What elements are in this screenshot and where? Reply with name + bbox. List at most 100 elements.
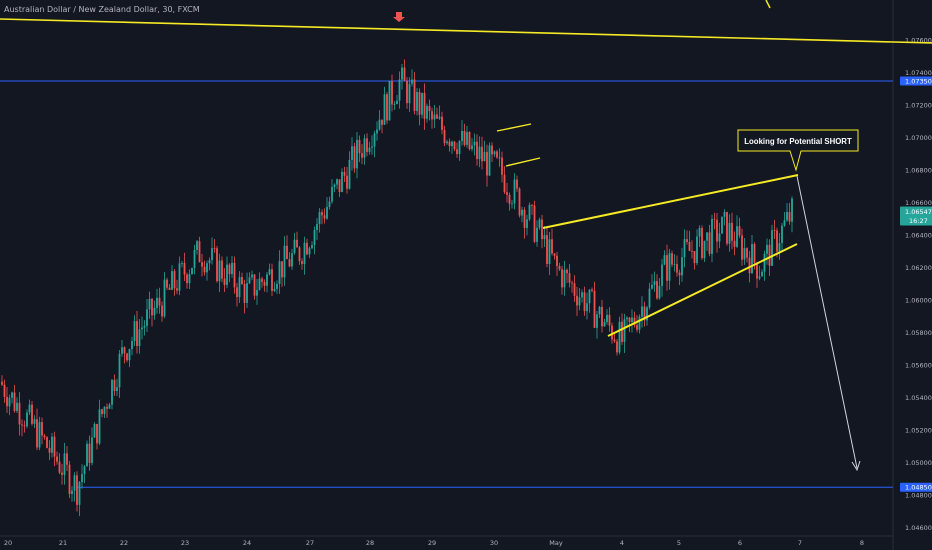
candle-body	[753, 244, 756, 263]
candle-body	[568, 273, 571, 283]
candle-body	[551, 239, 553, 254]
candle-body	[151, 298, 153, 316]
time-tick-label: 29	[428, 539, 436, 547]
candle-body	[721, 216, 723, 234]
candle-body	[636, 325, 638, 330]
candle-body	[113, 379, 116, 392]
candle-body	[38, 422, 41, 448]
current-price-badge: 1.06547	[905, 208, 932, 216]
candle-body	[123, 347, 126, 354]
candle-body	[711, 218, 713, 254]
projection-arrow-line	[796, 175, 858, 469]
candle-body	[768, 244, 771, 266]
candle-body	[531, 204, 533, 206]
candle-body	[611, 325, 613, 340]
candle-body	[756, 262, 758, 279]
time-tick-label: 6	[738, 539, 742, 547]
candle-body	[628, 317, 631, 323]
price-tick-label: 1.05800	[905, 329, 932, 337]
candle-body	[281, 261, 283, 278]
time-tick-label: 30	[490, 539, 498, 547]
candle-body	[188, 274, 191, 284]
candle-body	[128, 349, 131, 361]
candle-body	[691, 250, 693, 252]
candle-body	[453, 141, 456, 150]
candle-body	[263, 282, 266, 286]
candle-body	[203, 266, 206, 273]
time-tick-label: May	[549, 539, 563, 547]
candle-body	[396, 100, 398, 105]
candle-body	[428, 105, 431, 112]
candle-body	[236, 287, 238, 298]
candle-body	[368, 147, 371, 152]
candle-body	[1, 381, 3, 385]
price-tick-label: 1.06800	[905, 167, 932, 175]
candle-body	[383, 94, 386, 125]
candle-body	[786, 211, 788, 221]
candle-body	[131, 341, 133, 350]
candle-body	[156, 297, 158, 309]
candle-body	[271, 269, 273, 291]
candle-body	[431, 111, 433, 120]
candle-body	[253, 274, 256, 296]
candle-body	[196, 241, 198, 251]
candle-body	[778, 243, 781, 252]
candle-body	[458, 140, 461, 155]
candle-body	[716, 219, 718, 242]
long-term-resistance-trendline[interactable]	[0, 18, 932, 44]
candle-body	[276, 283, 278, 289]
candle-body	[513, 179, 516, 204]
candle-body	[183, 262, 186, 275]
candle-body	[251, 274, 253, 278]
candle-body	[663, 255, 666, 265]
candle-body	[523, 209, 526, 228]
candle-body	[536, 227, 538, 242]
candle-body	[416, 91, 418, 112]
candle-body	[706, 232, 708, 241]
candle-body	[398, 79, 401, 101]
candle-body	[701, 227, 703, 259]
price-tick-label: 1.07200	[905, 102, 932, 110]
candle-body	[538, 219, 541, 228]
flag-top-line[interactable]	[496, 123, 532, 132]
candle-body	[208, 260, 211, 264]
candle-body	[603, 322, 606, 327]
candle-body	[748, 257, 751, 274]
candle-body	[178, 263, 181, 291]
candle-body	[418, 91, 421, 115]
candle-body	[138, 329, 141, 347]
wedge-lower-line[interactable]	[607, 243, 798, 337]
candle-body	[378, 119, 381, 130]
candle-body	[33, 419, 36, 424]
candle-body	[556, 255, 558, 267]
candle-body	[543, 235, 546, 240]
candle-body	[518, 188, 521, 216]
candle-body	[476, 141, 478, 160]
candle-body	[268, 269, 271, 275]
candle-body	[533, 205, 536, 242]
candle-body	[63, 453, 66, 475]
candle-body	[578, 297, 581, 306]
wedge-upper-line[interactable]	[542, 174, 799, 229]
candle-body	[3, 384, 6, 397]
candle-body	[353, 146, 356, 169]
candle-body	[673, 264, 676, 265]
candle-body	[273, 288, 276, 291]
candle-body	[493, 151, 496, 155]
candle-body	[761, 271, 763, 277]
candle-body	[336, 179, 338, 185]
price-tick-label: 1.06000	[905, 297, 932, 305]
price-tick-label: 1.07000	[905, 134, 932, 142]
price-tick-label: 1.05200	[905, 427, 932, 435]
candle-body	[106, 406, 108, 409]
candle-body	[198, 241, 201, 263]
candle-body	[53, 436, 56, 457]
candle-body	[31, 404, 33, 424]
candle-body	[668, 253, 671, 281]
candle-body	[763, 253, 766, 272]
candle-body	[66, 453, 68, 465]
candle-body	[728, 222, 731, 244]
candle-body	[8, 397, 11, 407]
flag-bottom-line[interactable]	[505, 157, 541, 167]
